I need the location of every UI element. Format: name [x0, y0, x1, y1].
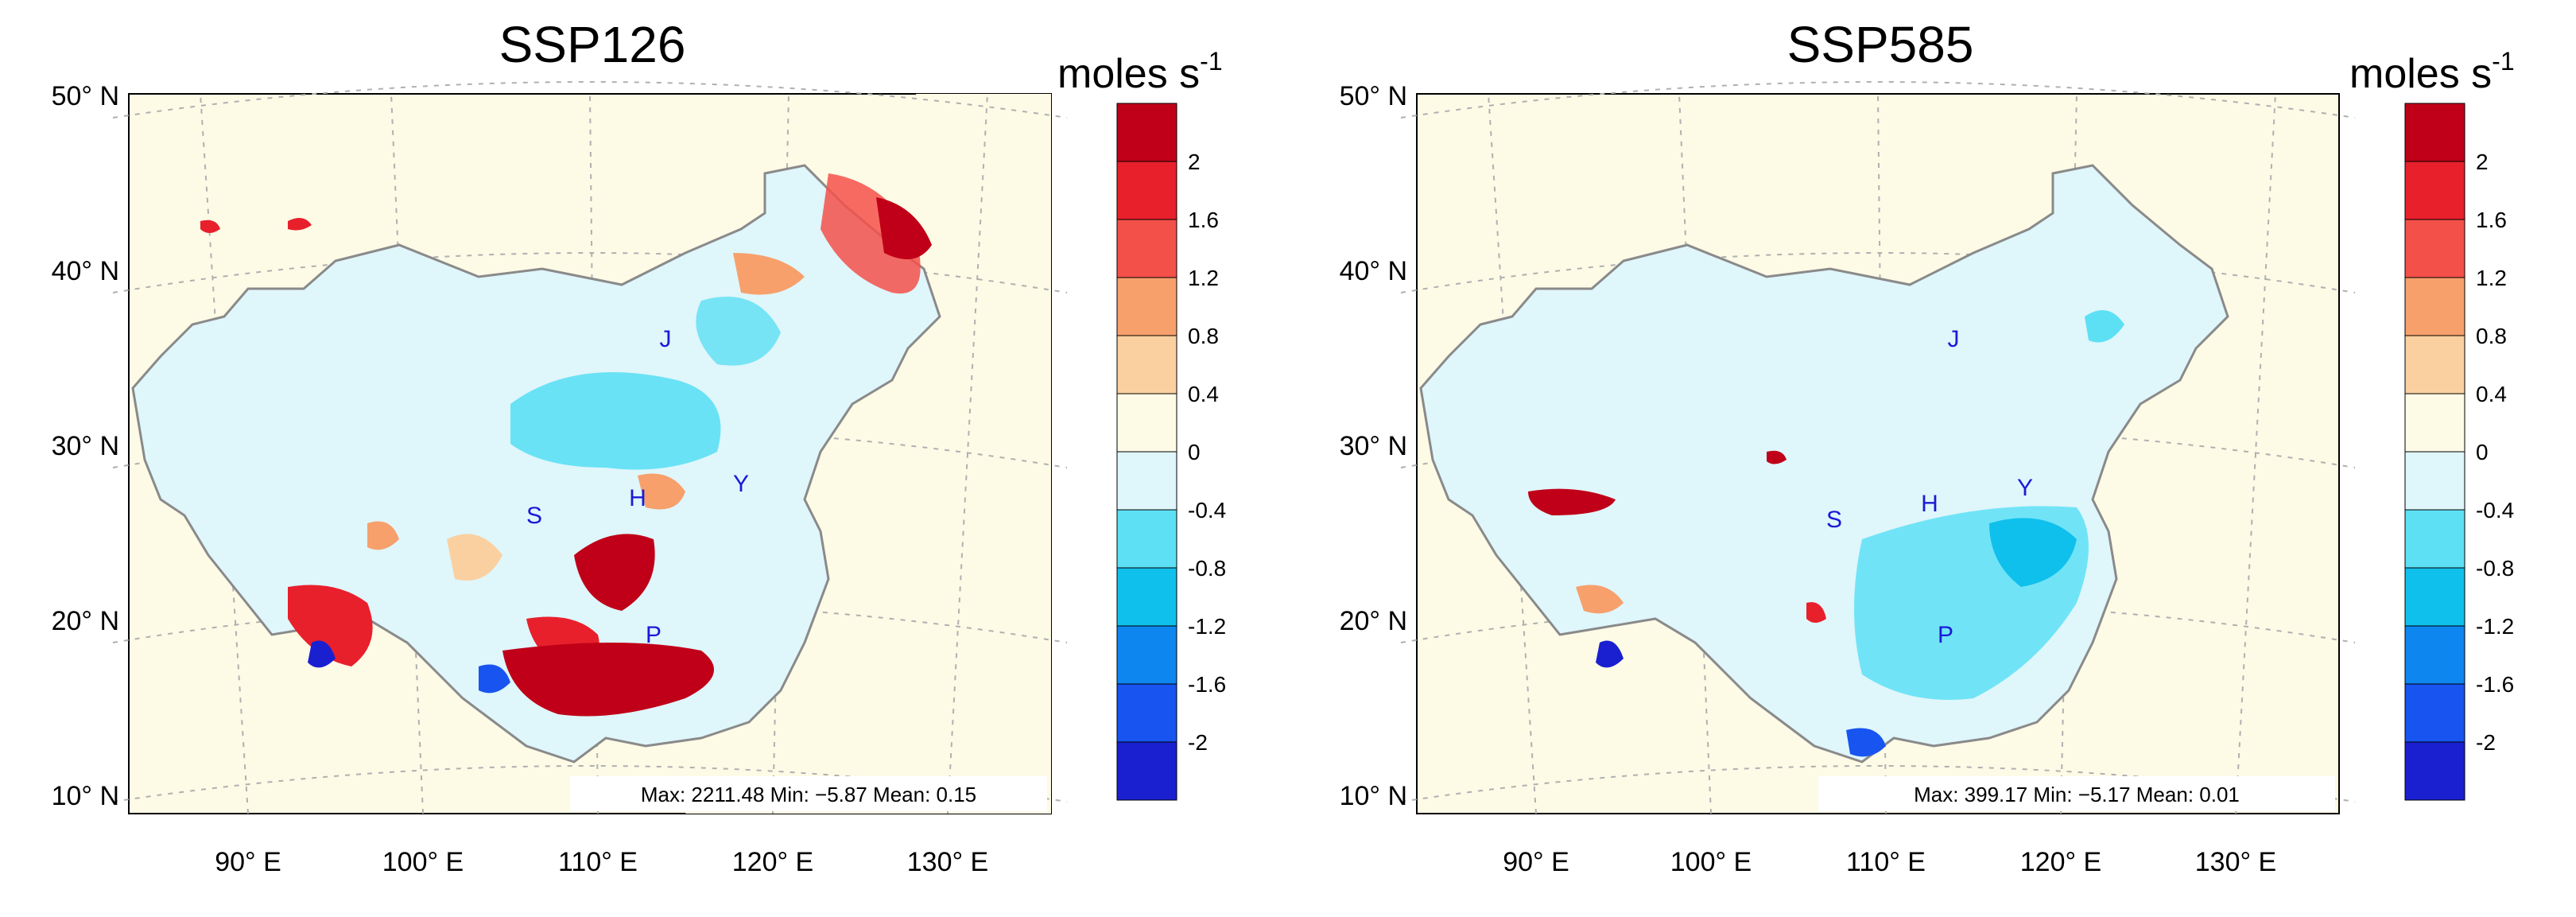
colorbar-tick-label: 1.6 [2476, 208, 2507, 232]
colorbar-swatch [1116, 103, 1177, 162]
svg-text:130° E: 130° E [2195, 847, 2276, 877]
city-label: H [1921, 491, 1938, 517]
colorbar-tick-label: -1.6 [1188, 672, 1226, 697]
colorbar-swatch [2404, 741, 2465, 801]
colorbar-swatch [1116, 219, 1177, 278]
unit-label: moles s-1 [2349, 47, 2515, 97]
colorbar-tick-label: 1.2 [2476, 266, 2507, 290]
colorbar-tick-label: 0.4 [2476, 382, 2507, 406]
svg-text:120° E: 120° E [732, 847, 813, 877]
svg-text:50° N: 50° N [52, 81, 119, 111]
unit-label: moles s-1 [1057, 47, 1223, 97]
longitude-labels: 90° E 100° E 110° E 120° E 130° E [215, 847, 988, 877]
svg-text:110° E: 110° E [558, 847, 638, 877]
colorbar-swatch [1116, 567, 1177, 627]
map-statistics: Max: 2211.48 Min: −5.87 Mean: 0.15 [641, 783, 976, 806]
map-title: SSP126 [499, 16, 686, 73]
colorbar-tick-label: -2 [2476, 730, 2496, 755]
colorbar-tick-label: 1.2 [1188, 266, 1219, 290]
svg-text:10° N: 10° N [1340, 781, 1407, 811]
colorbar-swatch [2404, 103, 2465, 162]
colorbar: 2 1.6 1.2 0.8 0.4 0 -0.4 -0.8 -1.2 -1.6 -2 [2404, 103, 2514, 801]
colorbar-swatch [1116, 741, 1177, 801]
stats-box [1818, 776, 2335, 811]
map-panel-ssp126: SSP126 [52, 16, 1227, 877]
svg-text:40° N: 40° N [1340, 256, 1407, 286]
svg-text:100° E: 100° E [1670, 847, 1752, 877]
colorbar-tick-label: -1.2 [2476, 614, 2514, 639]
city-label: Y [2017, 475, 2033, 501]
city-label: P [1938, 622, 1953, 648]
latitude-labels: 50° N 40° N 30° N 20° N 10° N [1340, 81, 1407, 811]
colorbar-swatch [1116, 393, 1177, 453]
colorbar-swatch [1116, 451, 1177, 511]
colorbar-swatch [2404, 393, 2465, 453]
svg-text:10° N: 10° N [52, 781, 119, 811]
city-label: J [660, 326, 672, 352]
colorbar-tick-label: 1.6 [1188, 208, 1219, 232]
svg-text:110° E: 110° E [1846, 847, 1926, 877]
colorbar-tick-label: 0 [2476, 440, 2489, 464]
colorbar-swatch [1116, 625, 1177, 685]
colorbar-swatch [1116, 509, 1177, 569]
colorbar-swatch [2404, 161, 2465, 220]
colorbar-tick-label: 0.4 [1188, 382, 1219, 406]
svg-text:30° N: 30° N [52, 431, 119, 461]
svg-text:20° N: 20° N [1340, 606, 1407, 636]
colorbar-tick-label: 2 [2476, 150, 2489, 174]
city-label: H [629, 485, 646, 511]
emission-patches [200, 173, 932, 717]
emission-patches [1528, 310, 2124, 757]
colorbar-tick-label: 0.8 [2476, 324, 2507, 348]
colorbar-swatch [1116, 335, 1177, 394]
colorbar-tick-label: -0.4 [2476, 498, 2514, 523]
city-label: S [1826, 507, 1842, 533]
colorbar-swatch [1116, 277, 1177, 336]
svg-text:130° E: 130° E [907, 847, 988, 877]
colorbar-tick-label: 0.8 [1188, 324, 1219, 348]
colorbar-swatch [2404, 509, 2465, 569]
longitude-labels: 90° E 100° E 110° E 120° E 130° E [1503, 847, 2276, 877]
map-panel-ssp585: SSP585 [1340, 16, 2515, 877]
city-label: P [646, 622, 661, 648]
colorbar-tick-label: -1.2 [1188, 614, 1226, 639]
svg-text:20° N: 20° N [52, 606, 119, 636]
city-label: J [1948, 326, 1960, 352]
colorbar-tick-label: 2 [1188, 150, 1201, 174]
svg-text:120° E: 120° E [2020, 847, 2101, 877]
svg-text:90° E: 90° E [215, 847, 281, 877]
colorbar: 2 1.6 1.2 0.8 0.4 0 -0.4 -0.8 -1.2 -1.6 -2 [1116, 103, 1226, 801]
colorbar-swatch [1116, 683, 1177, 743]
svg-text:40° N: 40° N [52, 256, 119, 286]
svg-text:100° E: 100° E [382, 847, 464, 877]
city-label: Y [733, 471, 749, 497]
colorbar-swatch [2404, 219, 2465, 278]
latitude-labels: 50° N 40° N 30° N 20° N 10° N [52, 81, 119, 811]
colorbar-tick-label: -0.4 [1188, 498, 1226, 523]
colorbar-swatch [2404, 335, 2465, 394]
colorbar-tick-label: -0.8 [1188, 556, 1226, 581]
city-label: S [526, 503, 542, 529]
colorbar-tick-label: -0.8 [2476, 556, 2514, 581]
colorbar-tick-label: -2 [1188, 730, 1208, 755]
colorbar-swatch [2404, 451, 2465, 511]
colorbar-swatch [2404, 625, 2465, 685]
svg-text:90° E: 90° E [1503, 847, 1569, 877]
svg-text:30° N: 30° N [1340, 431, 1407, 461]
map-title: SSP585 [1787, 16, 1974, 73]
colorbar-swatch [2404, 277, 2465, 336]
colorbar-tick-label: 0 [1188, 440, 1201, 464]
colorbar-swatch [2404, 567, 2465, 627]
map-statistics: Max: 399.17 Min: −5.17 Mean: 0.01 [1914, 783, 2240, 806]
svg-text:50° N: 50° N [1340, 81, 1407, 111]
colorbar-tick-label: -1.6 [2476, 672, 2514, 697]
colorbar-swatch [1116, 161, 1177, 220]
stats-box [570, 776, 1047, 811]
colorbar-swatch [2404, 683, 2465, 743]
